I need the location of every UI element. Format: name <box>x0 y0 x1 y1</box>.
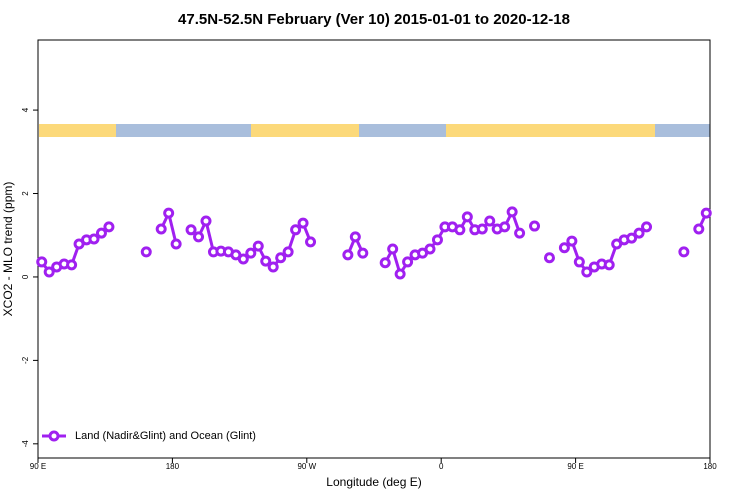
x-tick-label: 0 <box>439 462 444 471</box>
data-point <box>626 232 638 244</box>
data-point <box>267 261 279 273</box>
data-point <box>237 253 249 265</box>
data-point <box>514 227 526 239</box>
data-point <box>461 211 473 223</box>
data-point <box>387 243 399 255</box>
plot-frame <box>37 39 711 459</box>
data-point <box>43 266 55 278</box>
data-point <box>349 231 361 243</box>
y-tick-label: -4 <box>21 440 30 448</box>
ocean-strip <box>116 124 251 137</box>
data-point <box>282 246 294 258</box>
data-point <box>297 217 309 229</box>
land-strip <box>446 124 655 137</box>
data-point <box>193 231 205 243</box>
data-point <box>454 224 466 236</box>
data-point <box>155 223 167 235</box>
data-point <box>476 223 488 235</box>
chart-title: 47.5N-52.5N February (Ver 10) 2015-01-01… <box>178 11 570 28</box>
data-point <box>678 246 690 258</box>
data-point <box>88 233 100 245</box>
data-point <box>170 238 182 250</box>
surface-band <box>39 124 710 137</box>
y-axis-label: XCO2 - MLO trend (ppm) <box>1 182 15 317</box>
data-point <box>66 259 78 271</box>
data-point <box>305 236 317 248</box>
data-point <box>275 252 287 264</box>
legend-marker <box>48 430 60 442</box>
ocean-strip <box>359 124 446 137</box>
data-point <box>431 234 443 246</box>
data-point <box>573 256 585 268</box>
data-point <box>163 207 175 219</box>
data-point <box>484 215 496 227</box>
data-point <box>260 255 272 267</box>
data-point <box>342 249 354 261</box>
x-tick-label: 180 <box>703 462 717 471</box>
data-point <box>693 223 705 235</box>
land-strip <box>251 124 359 137</box>
data-point <box>402 256 414 268</box>
data-point <box>506 206 518 218</box>
data-point <box>543 252 555 264</box>
data-point <box>103 221 115 233</box>
x-tick-label: 180 <box>166 462 180 471</box>
data-point <box>566 235 578 247</box>
legend: Land (Nadir&Glint) and Ocean (Glint) <box>42 430 256 442</box>
data-point <box>185 224 197 236</box>
data-point <box>700 207 712 219</box>
data-point <box>394 268 406 280</box>
legend-label: Land (Nadir&Glint) and Ocean (Glint) <box>75 430 256 442</box>
ocean-strip <box>655 124 710 137</box>
data-point <box>379 257 391 269</box>
data-point <box>36 256 48 268</box>
data-point <box>357 247 369 259</box>
y-tick-label: 0 <box>21 274 30 279</box>
data-point <box>558 242 570 254</box>
data-point <box>424 243 436 255</box>
data-point <box>641 221 653 233</box>
data-point <box>603 259 615 271</box>
y-tick-label: -2 <box>21 356 30 364</box>
x-tick-label: 90 E <box>30 462 46 471</box>
data-point <box>581 266 593 278</box>
x-tick-label: 90 W <box>297 462 316 471</box>
x-axis-label: Longitude (deg E) <box>326 475 421 489</box>
data-point <box>252 240 264 252</box>
data-point <box>95 227 107 239</box>
y-tick-label: 2 <box>21 191 30 196</box>
data-point <box>200 215 212 227</box>
y-tick-label: 4 <box>21 107 30 112</box>
data-point <box>290 224 302 236</box>
x-tick-label: 90 E <box>567 462 583 471</box>
data-point <box>499 221 511 233</box>
data-point <box>245 247 257 259</box>
data-point <box>633 227 645 239</box>
data-point <box>529 220 541 232</box>
land-strip <box>39 124 116 137</box>
data-point <box>140 246 152 258</box>
